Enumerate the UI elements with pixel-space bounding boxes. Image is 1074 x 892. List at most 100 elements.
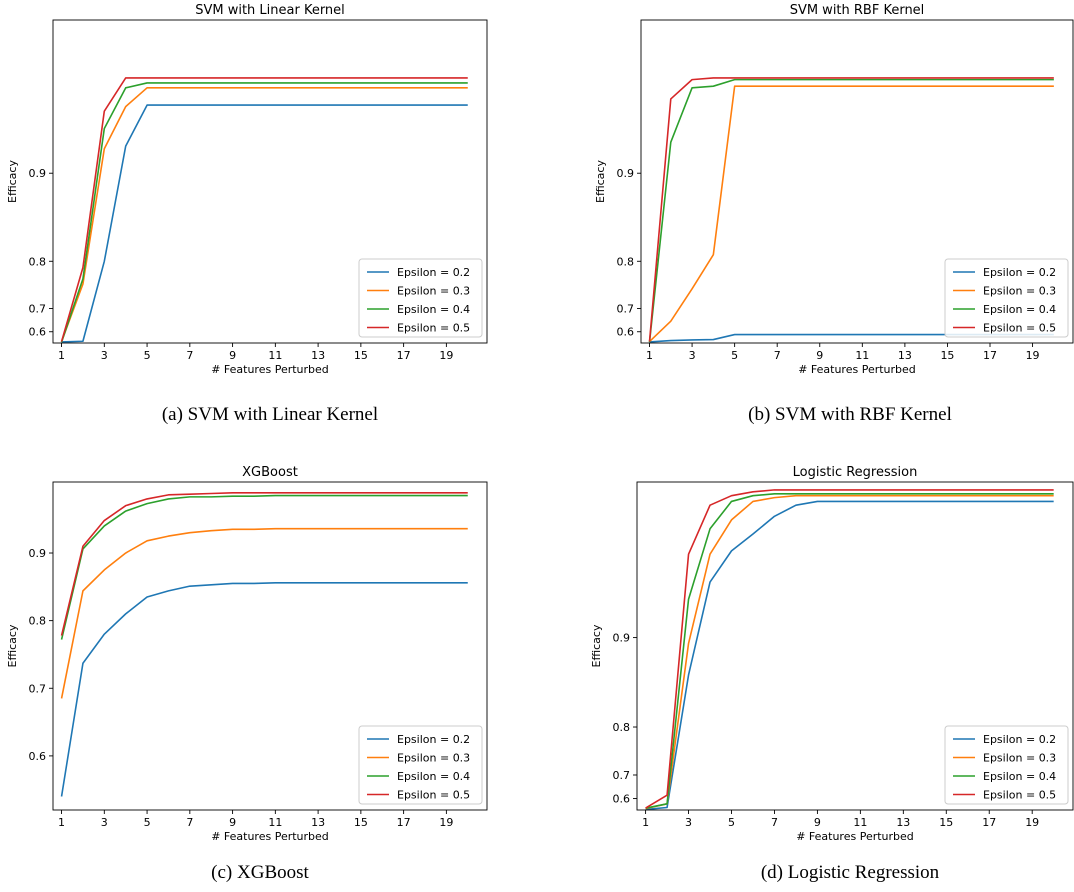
x-axis-label: # Features Perturbed bbox=[211, 363, 329, 376]
x-tick-label: 11 bbox=[268, 816, 282, 829]
plot-frame bbox=[52, 481, 488, 811]
legend-entry: Epsilon = 0.4 bbox=[983, 303, 1056, 316]
legend-entry: Epsilon = 0.3 bbox=[397, 752, 470, 765]
x-tick-label: 15 bbox=[354, 816, 368, 829]
x-tick-label: 9 bbox=[816, 349, 823, 362]
y-tick-label: 0.8 bbox=[613, 721, 631, 734]
x-tick-label: 5 bbox=[144, 816, 151, 829]
subfigure-caption: (d) Logistic Regression bbox=[761, 862, 940, 883]
x-axis-label: # Features Perturbed bbox=[211, 830, 329, 843]
x-tick-label: 13 bbox=[311, 349, 325, 362]
x-tick-label: 13 bbox=[896, 816, 910, 829]
x-tick-label: 7 bbox=[186, 349, 193, 362]
x-tick-label: 19 bbox=[439, 816, 453, 829]
legend-entry: Epsilon = 0.4 bbox=[983, 770, 1056, 783]
series-line-1 bbox=[645, 500, 1054, 811]
x-tick-label: 5 bbox=[728, 816, 735, 829]
x-tick-label: 15 bbox=[354, 349, 368, 362]
legend-box bbox=[358, 258, 483, 338]
x-tick-label: 15 bbox=[939, 816, 953, 829]
chart-title: SVM with Linear Kernel bbox=[195, 3, 345, 18]
legend: Epsilon = 0.2 Epsilon = 0.3 Epsilon = 0.4 E… bbox=[358, 725, 483, 805]
legend-entry: Epsilon = 0.2 bbox=[397, 733, 470, 746]
legend-entry: Epsilon = 0.3 bbox=[983, 752, 1056, 765]
series-line-1 bbox=[61, 104, 468, 343]
x-tick-label: 15 bbox=[940, 349, 954, 362]
series-line-1 bbox=[60, 581, 468, 797]
y-tick-label: 0.9 bbox=[617, 167, 635, 180]
legend-entry: Epsilon = 0.5 bbox=[983, 322, 1056, 335]
y-axis-label: Efficacy bbox=[590, 624, 603, 667]
x-tick-label: 9 bbox=[229, 816, 236, 829]
legend-entry: Epsilon = 0.3 bbox=[983, 285, 1056, 298]
y-tick-label: 0.6 bbox=[29, 750, 47, 763]
y-axis-label: Efficacy bbox=[6, 160, 19, 203]
y-tick-label: 0.7 bbox=[617, 303, 635, 316]
legend-entry: Epsilon = 0.5 bbox=[983, 789, 1056, 802]
x-tick-label: 1 bbox=[58, 816, 65, 829]
x-tick-label: 3 bbox=[101, 816, 108, 829]
y-tick-label: 0.8 bbox=[29, 615, 47, 628]
x-tick-label: 1 bbox=[58, 349, 65, 362]
legend-entry: Epsilon = 0.4 bbox=[397, 303, 470, 316]
legend-box bbox=[944, 725, 1069, 805]
plot-frame bbox=[52, 19, 488, 344]
x-tick-label: 19 bbox=[1025, 816, 1039, 829]
y-tick-label: 0.9 bbox=[613, 632, 631, 645]
y-tick-label: 0.6 bbox=[613, 793, 631, 806]
x-tick-label: 11 bbox=[855, 349, 869, 362]
series-line-4 bbox=[645, 489, 1054, 809]
legend-entry: Epsilon = 0.5 bbox=[397, 789, 470, 802]
subfigure-caption: (a) SVM with Linear Kernel bbox=[162, 404, 378, 425]
chart-title: XGBoost bbox=[242, 465, 298, 480]
x-tick-label: 19 bbox=[439, 349, 453, 362]
legend-box bbox=[944, 258, 1069, 338]
legend: Epsilon = 0.2 Epsilon = 0.3 Epsilon = 0.4 E… bbox=[358, 258, 483, 338]
x-tick-label: 5 bbox=[731, 349, 738, 362]
y-tick-label: 0.7 bbox=[29, 682, 47, 695]
x-tick-label: 13 bbox=[898, 349, 912, 362]
y-tick-label: 0.6 bbox=[29, 326, 47, 339]
legend-entry: Epsilon = 0.4 bbox=[397, 770, 470, 783]
legend-entry: Epsilon = 0.2 bbox=[397, 266, 470, 279]
y-tick-label: 0.9 bbox=[29, 547, 47, 560]
series-line-3 bbox=[648, 78, 1054, 343]
x-tick-label: 9 bbox=[229, 349, 236, 362]
x-tick-label: 17 bbox=[982, 816, 996, 829]
x-tick-label: 7 bbox=[186, 816, 193, 829]
x-tick-label: 3 bbox=[689, 349, 696, 362]
x-tick-label: 11 bbox=[853, 816, 867, 829]
x-tick-label: 13 bbox=[311, 816, 325, 829]
x-axis-label: # Features Perturbed bbox=[798, 363, 916, 376]
subfigure-caption: (b) SVM with RBF Kernel bbox=[748, 404, 952, 425]
x-tick-label: 17 bbox=[983, 349, 997, 362]
chart-title: Logistic Regression bbox=[793, 465, 918, 480]
y-axis-label: Efficacy bbox=[6, 624, 19, 667]
series-line-2 bbox=[60, 87, 468, 342]
series-line-2 bbox=[645, 494, 1054, 810]
y-tick-label: 0.9 bbox=[29, 167, 47, 180]
series-line-4 bbox=[60, 492, 468, 636]
series-line-2 bbox=[60, 527, 468, 699]
x-tick-label: 7 bbox=[774, 349, 781, 362]
x-tick-label: 3 bbox=[685, 816, 692, 829]
series-line-4 bbox=[648, 77, 1054, 342]
x-tick-label: 17 bbox=[397, 816, 411, 829]
series-line-4 bbox=[60, 77, 468, 342]
x-tick-label: 1 bbox=[646, 349, 653, 362]
x-tick-label: 3 bbox=[101, 349, 108, 362]
x-tick-label: 7 bbox=[771, 816, 778, 829]
y-tick-label: 0.8 bbox=[617, 255, 635, 268]
chart-title: SVM with RBF Kernel bbox=[790, 3, 925, 18]
series-line-3 bbox=[60, 494, 468, 640]
y-tick-label: 0.7 bbox=[29, 303, 47, 316]
y-tick-label: 0.7 bbox=[613, 769, 631, 782]
x-tick-label: 11 bbox=[268, 349, 282, 362]
subfigure-caption: (c) XGBoost bbox=[211, 862, 309, 883]
legend-entry: Epsilon = 0.3 bbox=[397, 285, 470, 298]
y-tick-label: 0.6 bbox=[617, 326, 635, 339]
